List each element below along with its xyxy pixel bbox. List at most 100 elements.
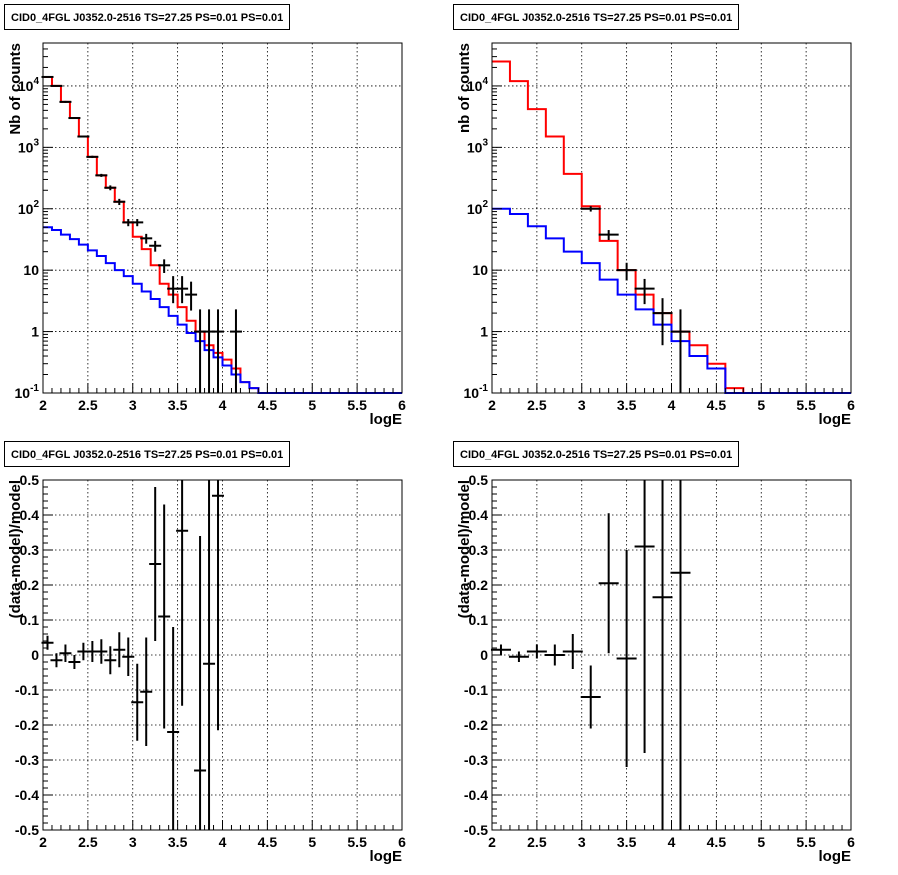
x-tick-label: 3: [578, 834, 586, 850]
x-tick-label: 4: [219, 834, 227, 850]
y-tick-label: 0.1: [20, 612, 40, 628]
chart-panel-2: 2 2.5 3 3.5 4 4.5 5 5.5 6 10-1 1 10 102 103 104 logE nb …: [456, 42, 855, 428]
x-tick-label: 6: [847, 834, 855, 850]
x-tick-label: 3.5: [168, 397, 188, 413]
data-point: [86, 155, 99, 159]
x-tick-label: 4.5: [258, 834, 278, 850]
chart-title-4: CID0_4FGL J0352.0-2516 TS=27.25 PS=0.01 …: [453, 441, 740, 467]
data-point: [212, 480, 225, 731]
y-axis-label: (data-model)/model: [456, 480, 473, 618]
data-point: [113, 632, 126, 668]
y-tick-label: -0.1: [464, 682, 488, 698]
y-tick-label: 0.1: [469, 612, 489, 628]
y-tick-label: -0.5: [15, 822, 39, 838]
y-tick-label: -0.4: [15, 787, 39, 803]
data-point: [616, 262, 637, 281]
y-axis-label: (data-model)/model: [7, 480, 24, 618]
data-point: [113, 198, 126, 206]
y-tick-label: 104: [467, 76, 489, 94]
data-point: [634, 278, 655, 305]
data-point: [95, 639, 108, 664]
x-tick-label: 4.5: [707, 834, 727, 850]
y-axis-label: nb of counts: [456, 43, 473, 133]
chart-panel-4: 2 2.5 3 3.5 4 4.5 5 5.5 6 -0.5 -0.4 -0.3 -0.2 -0.1 0 0.…: [456, 472, 855, 865]
x-axis-label: logE: [819, 411, 852, 428]
data-point: [176, 276, 189, 304]
x-axis: 2 2.5 3 3.5 4 4.5 5 5.5 6: [488, 383, 855, 413]
x-axis: 2 2.5 3 3.5 4 4.5 5 5.5 6: [39, 383, 406, 413]
data-point: [68, 655, 81, 669]
x-tick-label: 5.5: [347, 397, 367, 413]
data-point: [508, 651, 529, 662]
y-axis: 10-1 1 10 102 103 104: [15, 42, 53, 401]
data-point: [212, 309, 225, 393]
y-tick-label: 0.3: [20, 542, 40, 558]
data-point: [104, 646, 117, 675]
data-point: [158, 504, 171, 729]
x-axis-label: logE: [370, 411, 403, 428]
x-tick-label: 2: [39, 834, 47, 850]
y-tick-label: 103: [18, 137, 40, 155]
x-tick-label: 3.5: [617, 397, 637, 413]
data-point: [50, 653, 63, 668]
data-point: [598, 230, 619, 240]
x-tick-label: 3: [129, 834, 137, 850]
x-tick-label: 4: [668, 397, 676, 413]
data-point: [176, 480, 189, 706]
y-tick-label: 0: [480, 647, 488, 663]
data-point: [149, 487, 162, 641]
data-point: [104, 185, 117, 191]
y-tick-label: 0.2: [20, 577, 40, 593]
data-point: [140, 233, 153, 244]
x-tick-label: 2.5: [78, 397, 98, 413]
chart-panel-1: 2 2.5 3 3.5 4 4.5 5 5.5 6 10-1 1 10 102 103 104 logE Nb …: [7, 42, 406, 428]
data-point: [229, 309, 242, 393]
data-point: [670, 309, 691, 393]
y-axis: -0.5 -0.4 -0.3 -0.2 -0.1 0 0.1 0.2 0.3 0.4 0.5: [464, 472, 502, 838]
x-tick-label: 5: [308, 397, 316, 413]
data-point: [185, 281, 198, 311]
y-tick-label: 1: [31, 324, 39, 340]
y-axis-label: Nb of counts: [7, 43, 24, 135]
data-point: [598, 513, 619, 654]
data-point: [158, 259, 171, 273]
x-tick-label: 4: [219, 397, 227, 413]
y-tick-label: 0.5: [20, 472, 40, 488]
x-axis-label: logE: [370, 848, 403, 865]
y-tick-label: -0.3: [464, 752, 488, 768]
data-point: [562, 634, 583, 669]
y-tick-label: 0: [31, 647, 39, 663]
y-tick-label: -0.5: [464, 822, 488, 838]
y-tick-label: 102: [467, 199, 489, 217]
y-tick-label: -0.4: [464, 787, 488, 803]
x-tick-label: 3.5: [617, 834, 637, 850]
data-point: [490, 644, 511, 655]
y-tick-label: 10: [472, 262, 488, 278]
data-point: [203, 480, 216, 830]
data-point: [59, 100, 72, 103]
x-tick-label: 6: [398, 834, 406, 850]
data-point: [140, 637, 153, 746]
x-tick-label: 3.5: [168, 834, 188, 850]
x-tick-label: 6: [847, 397, 855, 413]
data-point: [149, 240, 162, 252]
data-point: [131, 219, 144, 227]
x-tick-label: 2.5: [78, 834, 98, 850]
y-tick-label: -0.2: [15, 717, 39, 733]
x-tick-label: 2.5: [527, 834, 547, 850]
y-axis: 10-1 1 10 102 103 104: [464, 42, 502, 401]
data-point: [652, 480, 673, 830]
data-point: [580, 665, 601, 729]
y-tick-label: -0.2: [464, 717, 488, 733]
data-point: [652, 298, 673, 346]
x-tick-label: 6: [398, 397, 406, 413]
data-point: [194, 536, 207, 830]
data-point: [634, 480, 655, 753]
data-point: [544, 644, 565, 666]
x-tick-label: 5: [757, 834, 765, 850]
x-tick-label: 5: [308, 834, 316, 850]
y-tick-label: 10-1: [15, 383, 40, 401]
x-tick-label: 2.5: [527, 397, 547, 413]
